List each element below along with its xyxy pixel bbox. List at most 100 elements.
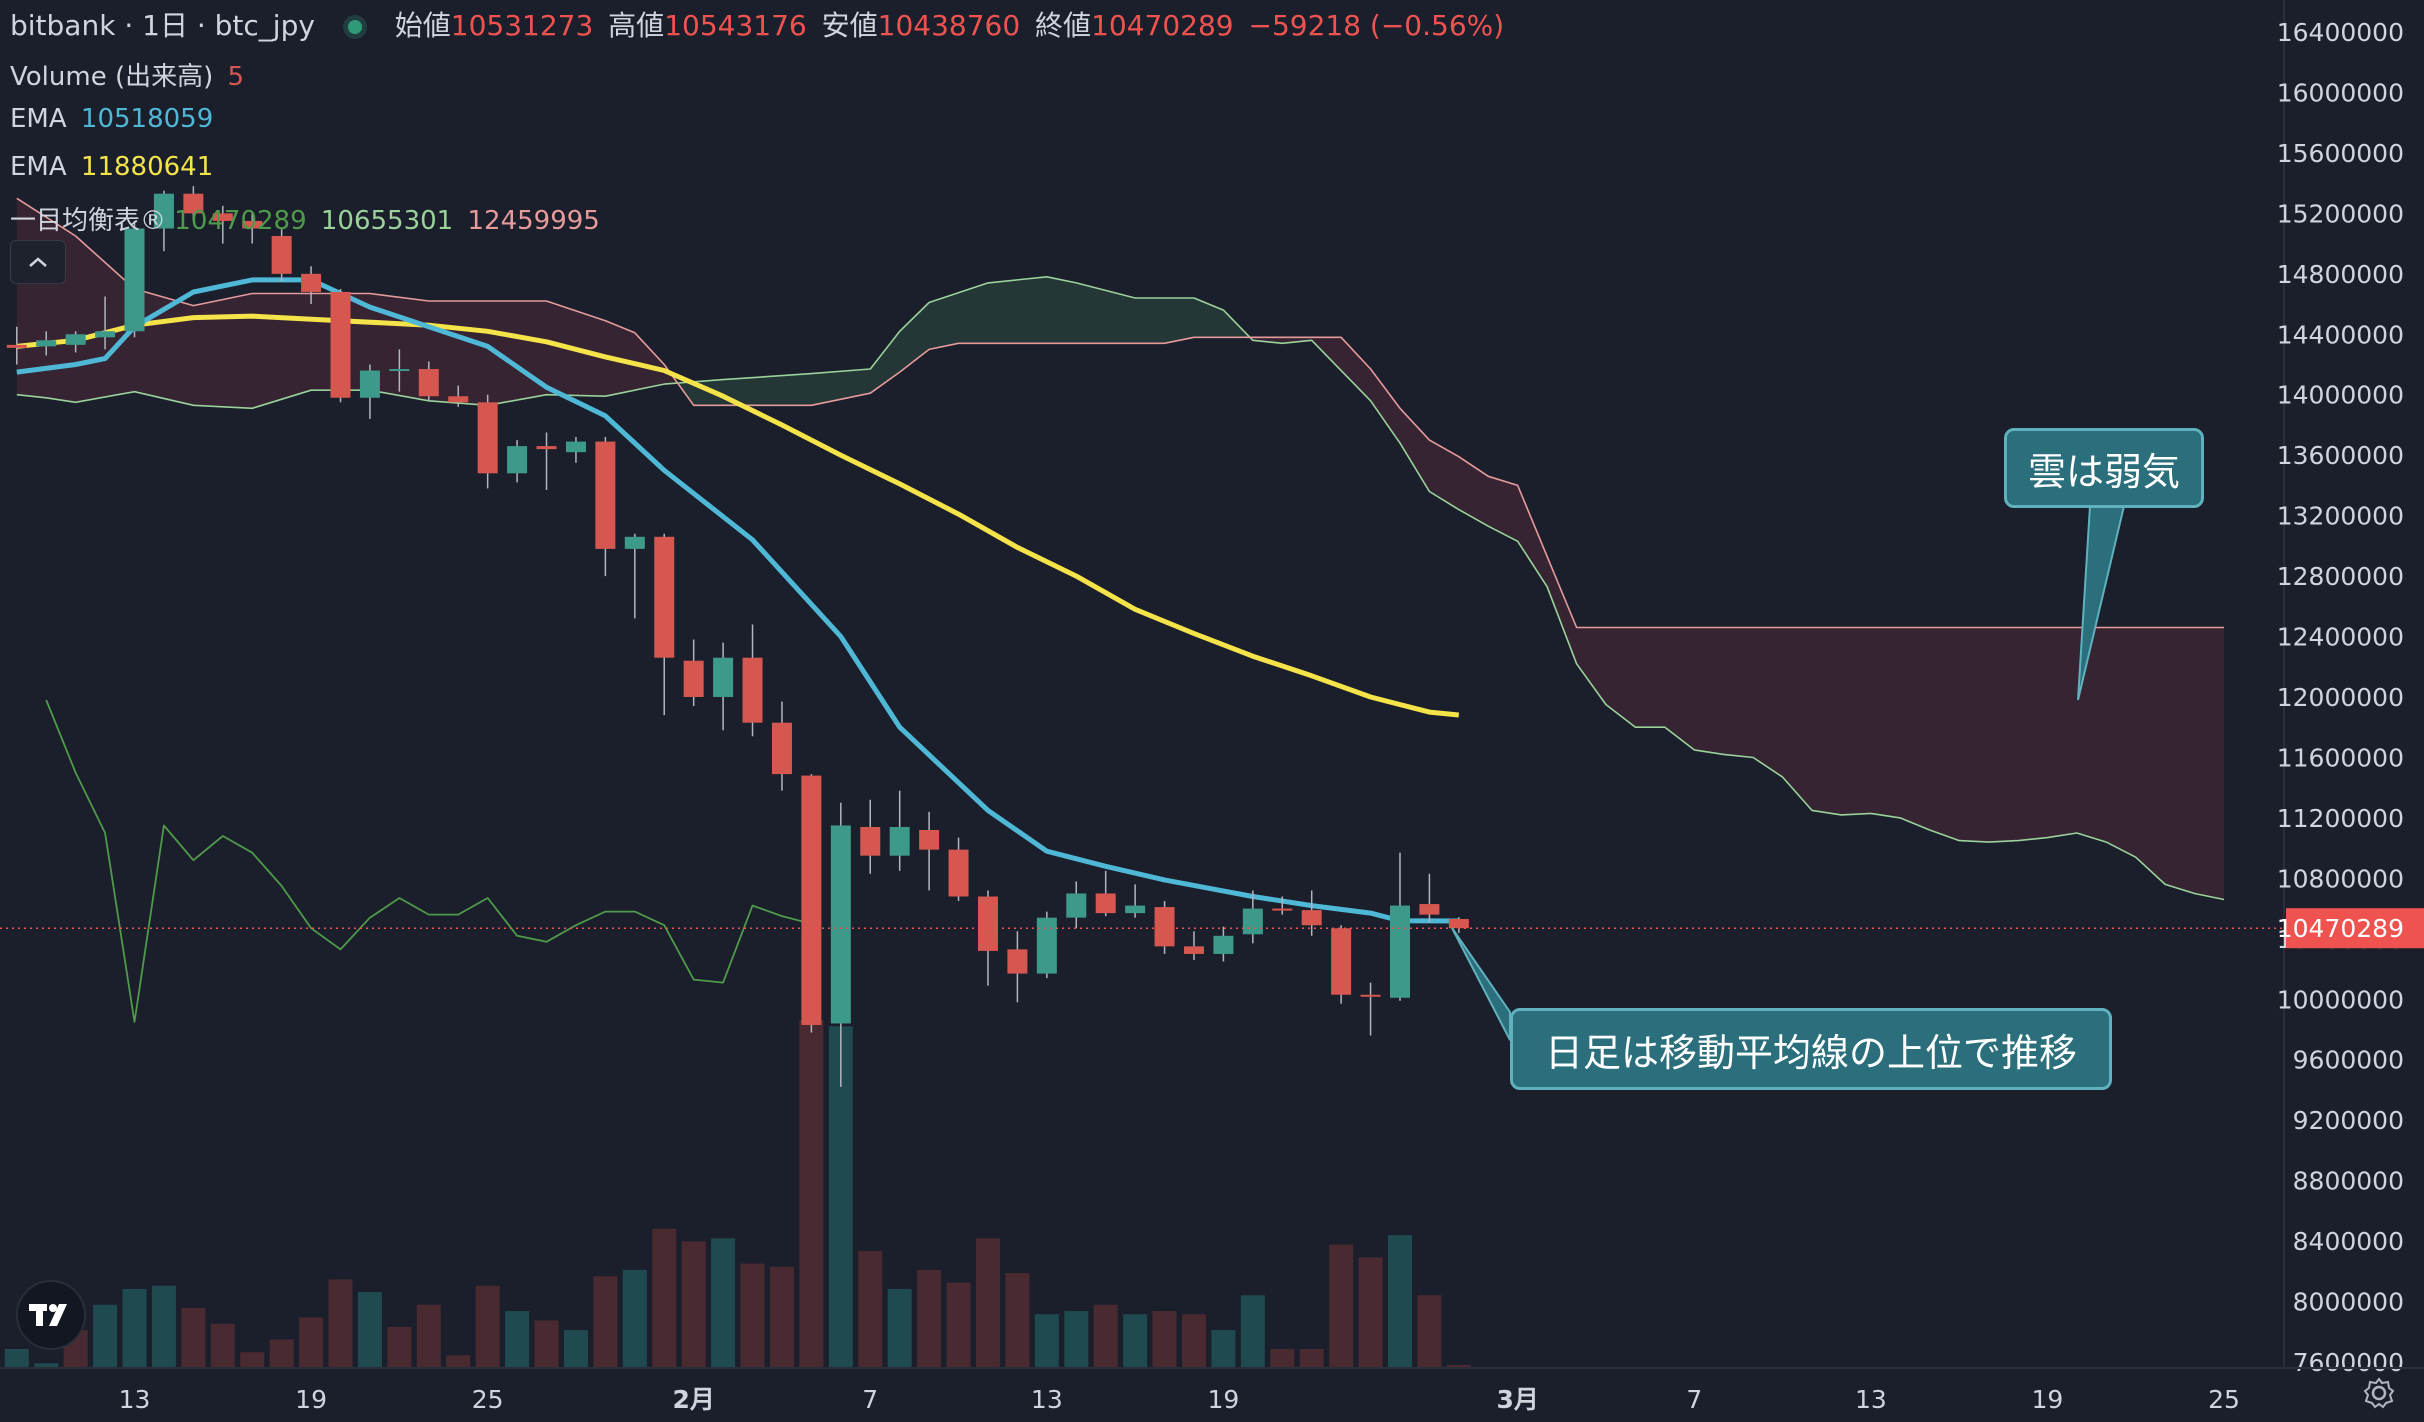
high-label: 高値 — [608, 9, 665, 42]
candle-body — [1360, 994, 1381, 997]
volume-bar — [622, 1269, 647, 1368]
candle-body — [95, 331, 116, 338]
price-tick-label: 9600000 — [2293, 1046, 2404, 1075]
volume-bar — [4, 1349, 29, 1368]
volume-bar — [1005, 1273, 1030, 1368]
candle-body — [389, 369, 410, 372]
candle-body — [919, 830, 940, 850]
price-tick-label: 14400000 — [2277, 320, 2404, 349]
price-tick-label: 12000000 — [2277, 683, 2404, 712]
candle-body — [65, 334, 86, 345]
candle-body — [624, 536, 645, 549]
candle-body — [301, 273, 322, 292]
candle-body — [742, 657, 763, 723]
last-price-label: 10470289 — [2277, 914, 2404, 943]
time-tick-label: 13 — [1031, 1385, 1063, 1414]
ichimoku-label: 一目均衡表® — [10, 206, 167, 236]
volume-bar — [975, 1238, 1000, 1368]
candle-body — [1242, 908, 1263, 935]
volume-bar — [1181, 1314, 1206, 1368]
callout-candle[interactable]: 日足は移動平均線の上位で推移 — [1510, 1008, 2112, 1090]
open-value: 10531273 — [450, 9, 594, 42]
volume-bar — [357, 1292, 382, 1368]
candle-body — [860, 826, 881, 856]
leading-span-b — [16, 197, 2224, 629]
collapse-legend-button[interactable] — [10, 240, 66, 284]
volume-bar — [1299, 1349, 1324, 1368]
candle-body — [1095, 893, 1116, 914]
candle-body — [948, 849, 969, 897]
volume-bar — [1211, 1330, 1236, 1368]
candle-body — [1007, 949, 1028, 974]
volume-bar — [34, 1363, 59, 1368]
volume-bar — [416, 1304, 441, 1368]
leading-span-a — [16, 275, 2225, 901]
tradingview-logo[interactable] — [16, 1280, 86, 1350]
volume-bar — [769, 1266, 794, 1368]
price-tick-label: 10800000 — [2277, 864, 2404, 893]
volume-bar — [328, 1279, 353, 1368]
callout-cloud[interactable]: 雲は弱気 — [2004, 428, 2204, 508]
symbol-legend: bitbank · 1日 · btc_jpy 始値10531273 高値1054… — [10, 4, 1510, 44]
volume-bar — [240, 1352, 265, 1368]
candle-body — [242, 220, 263, 229]
candle-body — [683, 660, 704, 697]
settings-gear-icon[interactable] — [2362, 1376, 2396, 1410]
ichimoku-value-3: 12459995 — [467, 206, 600, 236]
candle-body — [1272, 908, 1293, 911]
volume-bar — [446, 1355, 471, 1368]
volume-bar — [1064, 1311, 1089, 1368]
ichimoku-value-2: 10655301 — [320, 206, 454, 236]
price-tick-label: 10000000 — [2277, 985, 2404, 1014]
time-tick-label: 19 — [1208, 1385, 1240, 1414]
candle-body — [1036, 917, 1057, 974]
symbol-title[interactable]: bitbank · 1日 · btc_jpy — [10, 9, 315, 42]
low-label: 安値 — [821, 9, 878, 42]
close-value: 10470289 — [1091, 9, 1234, 42]
volume-bar — [1123, 1314, 1148, 1368]
volume-bar — [1093, 1304, 1118, 1368]
candle-body — [889, 826, 910, 856]
candle-body — [771, 722, 792, 775]
price-tick-label: 14800000 — [2277, 260, 2404, 289]
price-tick-label: 15200000 — [2277, 199, 2404, 228]
candle-body — [359, 370, 380, 398]
volume-bar — [505, 1311, 530, 1368]
time-tick-label: 2月 — [672, 1385, 714, 1414]
time-tick-label: 19 — [295, 1385, 327, 1414]
time-tick-label: 13 — [119, 1385, 151, 1414]
volume-bar — [917, 1269, 942, 1368]
ema-fast-legend[interactable]: EMA 10518059 — [10, 104, 219, 134]
ichimoku-legend[interactable]: 一目均衡表® 10470289 10655301 12459995 — [10, 200, 606, 237]
ema-fast-value: 10518059 — [80, 104, 214, 134]
candle-body — [6, 344, 27, 348]
open-label: 始値 — [394, 9, 451, 42]
candle-body — [977, 896, 998, 951]
volume-legend[interactable]: Volume (出来高) 5 — [10, 56, 250, 93]
volume-bar — [711, 1238, 736, 1368]
candle-body — [448, 396, 469, 403]
callout-candle-tail — [1451, 927, 1511, 1041]
price-tick-label: 8400000 — [2293, 1227, 2404, 1256]
price-tick-label: 9200000 — [2293, 1106, 2404, 1135]
candle-body — [271, 236, 292, 274]
last-price-badge — [2286, 908, 2424, 949]
volume-bar — [740, 1263, 765, 1368]
candle-body — [536, 446, 557, 450]
time-tick-label: 13 — [1855, 1385, 1887, 1414]
time-tick-label: 25 — [2208, 1385, 2240, 1414]
cloud-segment — [679, 276, 1253, 406]
candle-body — [36, 340, 57, 347]
volume-bar — [1270, 1349, 1295, 1368]
candle-body — [1331, 928, 1352, 995]
price-tick-label: 7600000 — [2293, 1348, 2404, 1377]
volume-bar — [652, 1228, 677, 1368]
ema-slow-legend[interactable]: EMA 11880641 — [10, 152, 219, 182]
candle-body — [1389, 905, 1410, 998]
high-value: 10543176 — [664, 9, 807, 42]
candle-body — [595, 441, 616, 549]
volume-bar — [1358, 1257, 1383, 1368]
candle-body — [713, 657, 734, 697]
ema-fast-label: EMA — [10, 104, 67, 134]
